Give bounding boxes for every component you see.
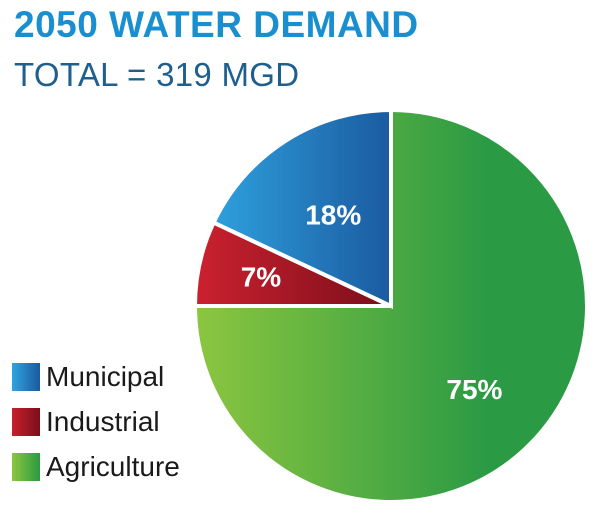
pie-slice-labels: 75% 7% 18% (241, 199, 503, 404)
pie-slices (192, 107, 589, 504)
legend-label-agriculture: Agriculture (46, 451, 180, 482)
legend: Municipal Industrial Agriculture (12, 361, 180, 497)
legend-item-municipal: Municipal (12, 361, 180, 392)
pie-label-municipal: 18% (305, 199, 361, 230)
legend-label-industrial: Industrial (46, 406, 160, 437)
legend-swatch-municipal (12, 363, 40, 391)
pie-slice-agriculture (192, 107, 589, 504)
chart-title: 2050 WATER DEMAND (14, 4, 419, 45)
pie-label-agriculture: 75% (446, 374, 502, 405)
legend-item-industrial: Industrial (12, 406, 180, 437)
legend-swatch-agriculture (12, 453, 40, 481)
legend-label-municipal: Municipal (46, 361, 165, 392)
legend-swatch-industrial (12, 408, 40, 436)
legend-item-agriculture: Agriculture (12, 451, 180, 482)
chart-subtitle: TOTAL = 319 MGD (14, 56, 300, 93)
pie-slice-municipal (210, 107, 393, 310)
pie-label-industrial: 7% (241, 261, 282, 292)
